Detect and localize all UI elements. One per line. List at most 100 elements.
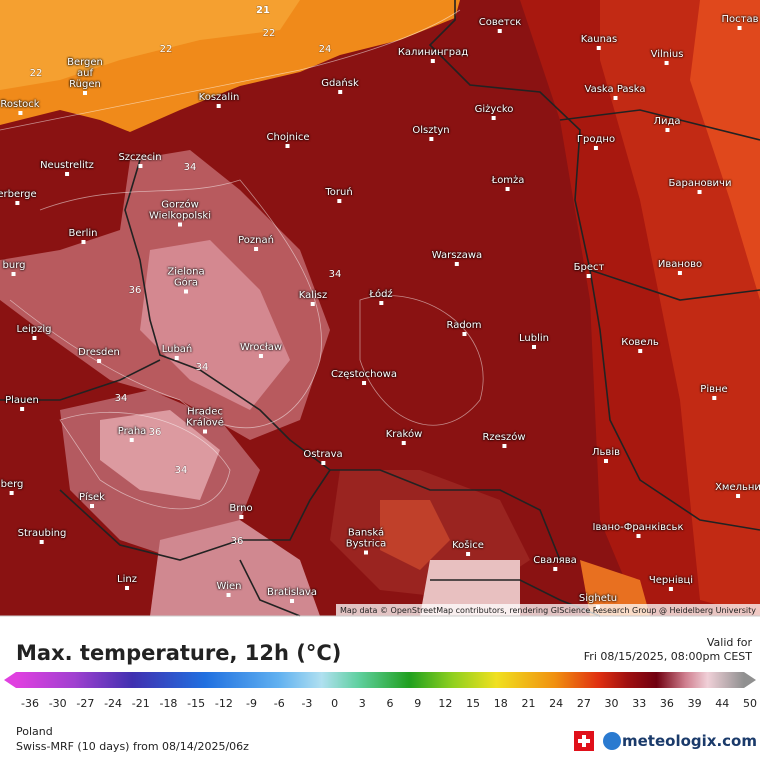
borders (0, 0, 760, 617)
tick-label: 9 (414, 697, 421, 710)
city-label: Барановичи (669, 178, 732, 194)
contour-label: 22 (160, 44, 173, 55)
contour-label: 22 (30, 68, 43, 79)
tick-label: -12 (215, 697, 233, 710)
city-label: Gorzów Wielkopolski (140, 200, 220, 227)
city-label: Свалява (533, 555, 576, 571)
tick-label: 15 (466, 697, 480, 710)
contour-label: 36 (231, 536, 244, 547)
tick-label: -21 (132, 697, 150, 710)
contour-label: 34 (329, 269, 342, 280)
city-label: Szczecin (118, 152, 161, 168)
tick-label: 33 (632, 697, 646, 710)
contour-label: 34 (115, 393, 128, 404)
swiss-flag (574, 731, 594, 751)
city-label: Bratislava (267, 587, 317, 603)
city-label: Лида (653, 116, 680, 132)
contour-label: 36 (129, 285, 142, 296)
contour-label: 24 (319, 44, 332, 55)
city-label: Hradec Králové (180, 407, 230, 434)
city-label: Banská Bystrica (341, 528, 391, 555)
tick-label: 18 (494, 697, 508, 710)
city-label: Gdańsk (321, 78, 359, 94)
city-label: Brno (229, 503, 252, 519)
city-label: Písek (79, 492, 105, 508)
city-label: Хмельни (715, 482, 760, 498)
city-label: Giżycko (475, 104, 514, 120)
city-label: Toruń (325, 187, 352, 203)
attribution: Map data © OpenStreetMap contributors, r… (340, 606, 756, 615)
city-label: Plauen (5, 395, 39, 411)
model: Swiss-MRF (10 days) from 08/14/2025/06z (16, 740, 249, 753)
contour-labels: 21 22 22 22 24 34 34 34 34 34 36 36 36 (29, 5, 342, 548)
tick-label: 44 (715, 697, 729, 710)
tick-label: 27 (577, 697, 591, 710)
contour-label: 21 (256, 5, 270, 16)
city-label: Warszawa (432, 250, 482, 266)
city-label: Linz (117, 574, 137, 590)
city-label: Sighetu (579, 593, 617, 609)
tick-label: -6 (274, 697, 285, 710)
city-label: Częstochowa (331, 369, 397, 385)
city-label: Zielona Góra (166, 267, 206, 294)
tick-label: 50 (743, 697, 757, 710)
city-label: Lubań (162, 344, 193, 360)
city-label: Kraków (386, 429, 423, 445)
city-label: Košice (452, 540, 484, 556)
brand-logo (603, 732, 621, 750)
city-label: Гродно (577, 134, 615, 150)
city-label: Dresden (78, 347, 120, 363)
city-label: Kaunas (581, 34, 618, 50)
valid-time: Fri 08/15/2025, 08:00pm CEST (584, 650, 753, 663)
city-label: Poznań (238, 235, 274, 251)
colorbar (4, 672, 756, 688)
contour-label: 34 (184, 162, 197, 173)
contour-label: 34 (196, 362, 209, 373)
city-label: Olsztyn (412, 125, 449, 141)
tick-label: 3 (359, 697, 366, 710)
legend-title: Max. temperature, 12h (°C) (16, 641, 341, 665)
tick-label: 30 (605, 697, 619, 710)
city-label: Berlin (68, 228, 97, 244)
city-label: Rostock (0, 99, 39, 115)
city-label: Брест (574, 262, 605, 278)
city-label: Ostrava (303, 449, 342, 465)
tick-label: -18 (159, 697, 177, 710)
contour-label: 36 (149, 427, 162, 438)
city-label: Vilnius (651, 49, 684, 65)
city-label: Radom (446, 320, 481, 336)
contour-label: 22 (263, 28, 276, 39)
city-label: Ковель (621, 337, 659, 353)
tick-label: -15 (187, 697, 205, 710)
tick-label: 12 (438, 697, 452, 710)
tick-label: -3 (301, 697, 312, 710)
city-label: Vaska Paska (585, 84, 646, 100)
contour-label: 34 (175, 465, 188, 476)
city-label: erberge (0, 189, 37, 205)
tick-label: -24 (104, 697, 122, 710)
tick-label: 21 (521, 697, 535, 710)
tick-label: -27 (76, 697, 94, 710)
tick-label: -9 (246, 697, 257, 710)
city-label: Lublin (519, 333, 549, 349)
tick-label: 0 (331, 697, 338, 710)
city-label: Łódź (369, 289, 392, 305)
city-label: Kalisz (299, 290, 328, 306)
tick-label: -36 (21, 697, 39, 710)
city-label: Чернівці (649, 575, 693, 591)
city-label: Советск (479, 17, 522, 33)
region: Poland (16, 725, 53, 738)
colorbar-ticks: -36 -30 -27 -24 -21 -18 -15 -12 -9 -6 -3 0 3 6 9 12 15 18… (21, 697, 757, 710)
city-label: Постав (722, 14, 759, 30)
city-label: Рівне (700, 384, 727, 400)
tick-label: 24 (549, 697, 563, 710)
city-label: burg (3, 260, 26, 276)
city-label: Straubing (18, 528, 67, 544)
contours (0, 9, 484, 510)
city-label: Łomża (492, 175, 525, 191)
city-label: Praha (118, 426, 147, 442)
city-label: Івано-Франківськ (592, 522, 683, 538)
city-label: Chojnice (267, 132, 310, 148)
city-label: Wrocław (240, 342, 282, 358)
